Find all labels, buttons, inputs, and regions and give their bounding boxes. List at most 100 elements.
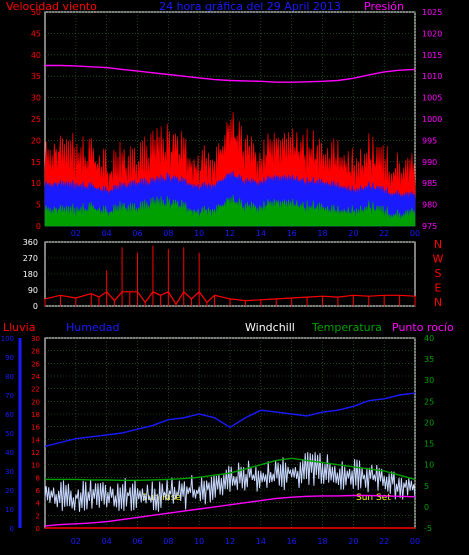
- humidity-y-tick: 80: [5, 373, 14, 381]
- pressure-y-tick: 980: [422, 201, 437, 210]
- temperature-label: Temperatura: [311, 321, 382, 334]
- temperature-y-tick: 40: [424, 334, 434, 343]
- direction-y-tick: 270: [23, 254, 38, 263]
- compass-label: N: [434, 296, 442, 309]
- rain-y-tick: 20: [31, 398, 40, 406]
- windchill-series: [44, 452, 416, 512]
- chart-title: 24 hora gráfica del 29 April 2013: [159, 0, 341, 13]
- rain-y-tick: 30: [31, 335, 40, 343]
- direction-y-tick: 180: [23, 270, 38, 279]
- windchill-label: Windchill: [245, 321, 295, 334]
- rain-y-tick: 26: [31, 360, 40, 368]
- humidity-y-tick: 90: [5, 354, 14, 362]
- temperature-y-tick: 5: [424, 482, 429, 491]
- wind-x-tick: 18: [317, 229, 327, 238]
- rain-y-tick: 18: [31, 411, 40, 419]
- compass-label: W: [433, 253, 444, 266]
- rain-y-tick: 12: [31, 449, 40, 457]
- wind-x-tick: 00: [410, 229, 420, 238]
- pressure-y-tick: 985: [422, 179, 437, 188]
- temp-x-tick: 08: [163, 537, 173, 546]
- dewpoint-label: Punto rocío: [392, 321, 454, 334]
- direction-y-tick: 90: [28, 286, 38, 295]
- wind-x-tick: 22: [379, 229, 389, 238]
- humidity-y-tick: 40: [5, 449, 14, 457]
- pressure-y-tick: 1000: [422, 115, 442, 124]
- wind-x-tick: 04: [102, 229, 112, 238]
- wind-x-tick: 12: [225, 229, 235, 238]
- humidity-y-tick: 10: [5, 506, 14, 514]
- temperature-y-tick: 10: [424, 461, 434, 470]
- rain-y-tick: 28: [31, 348, 40, 356]
- wind-y-tick: 15: [31, 158, 41, 167]
- pressure-y-tick: 1025: [422, 8, 442, 17]
- rain-y-tick: 4: [36, 500, 41, 508]
- temperature-y-tick: 20: [424, 418, 434, 427]
- temp-x-tick: 04: [102, 537, 112, 546]
- wind-x-tick: 16: [287, 229, 297, 238]
- temperature-y-tick: 0: [424, 503, 429, 512]
- temp-x-tick: 02: [71, 537, 81, 546]
- direction-y-tick: 0: [33, 302, 38, 311]
- wind-y-tick: 45: [31, 29, 41, 38]
- wind-y-tick: 35: [31, 72, 41, 81]
- rain-y-tick: 10: [31, 462, 40, 470]
- temperature-y-tick: 30: [424, 376, 434, 385]
- humidity-y-tick: 30: [5, 468, 14, 476]
- wind-speed-label: Velocidad viento: [6, 0, 97, 13]
- temperature-y-tick: 25: [424, 397, 434, 406]
- pressure-label: Presión: [364, 0, 404, 13]
- temperature-y-tick: 35: [424, 355, 434, 364]
- temp-x-tick: 14: [256, 537, 266, 546]
- rain-y-tick: 22: [31, 386, 40, 394]
- dewpoint-series: [44, 494, 416, 527]
- wind-x-tick: 20: [348, 229, 358, 238]
- humidity-y-tick: 50: [5, 430, 14, 438]
- rain-y-tick: 14: [31, 436, 40, 444]
- temp-x-tick: 06: [132, 537, 142, 546]
- pressure-y-tick: 1020: [422, 29, 442, 38]
- rain-y-tick: 24: [31, 373, 40, 381]
- temp-x-tick: 20: [348, 537, 358, 546]
- pressure-y-tick: 1010: [422, 72, 442, 81]
- pressure-y-tick: 995: [422, 136, 437, 145]
- wind-x-tick: 02: [71, 229, 81, 238]
- humidity-y-tick: 60: [5, 411, 14, 419]
- wind-y-tick: 30: [31, 94, 41, 103]
- wind-y-tick: 0: [36, 222, 41, 231]
- rain-y-tick: 8: [36, 474, 40, 482]
- rain-y-tick: 2: [36, 512, 40, 520]
- humidity-y-tick: 70: [5, 392, 14, 400]
- temperature-y-tick: -5: [424, 524, 432, 533]
- humidity-label: Humedad: [66, 321, 119, 334]
- pressure-y-tick: 1015: [422, 51, 442, 60]
- wind-x-tick: 08: [163, 229, 173, 238]
- temp-x-tick: 10: [194, 537, 204, 546]
- humidity-y-tick: 0: [10, 525, 14, 533]
- temp-x-tick: 16: [287, 537, 297, 546]
- pressure-y-tick: 975: [422, 222, 437, 231]
- rain-y-tick: 6: [36, 487, 41, 495]
- direction-series: [44, 290, 416, 306]
- wind-x-tick: 14: [256, 229, 266, 238]
- direction-y-tick: 360: [23, 238, 38, 247]
- rain-y-tick: 0: [36, 525, 40, 533]
- rain-label: Lluvia: [3, 321, 35, 334]
- pressure-y-tick: 1005: [422, 94, 442, 103]
- wind-y-tick: 50: [31, 8, 41, 17]
- compass-label: E: [435, 282, 442, 295]
- wind-y-tick: 40: [31, 51, 41, 60]
- pressure-y-tick: 990: [422, 158, 437, 167]
- temp-x-tick: 22: [379, 537, 389, 546]
- temperature-series: [45, 457, 416, 481]
- wind-y-tick: 5: [36, 201, 41, 210]
- temperature-y-tick: 15: [424, 440, 434, 449]
- temp-x-tick: 12: [225, 537, 235, 546]
- wind-x-tick: 10: [194, 229, 204, 238]
- compass-label: S: [435, 267, 442, 280]
- rain-y-tick: 16: [31, 424, 40, 432]
- sunset-label: Sun Set: [356, 493, 391, 503]
- wind-min-series: [44, 194, 416, 227]
